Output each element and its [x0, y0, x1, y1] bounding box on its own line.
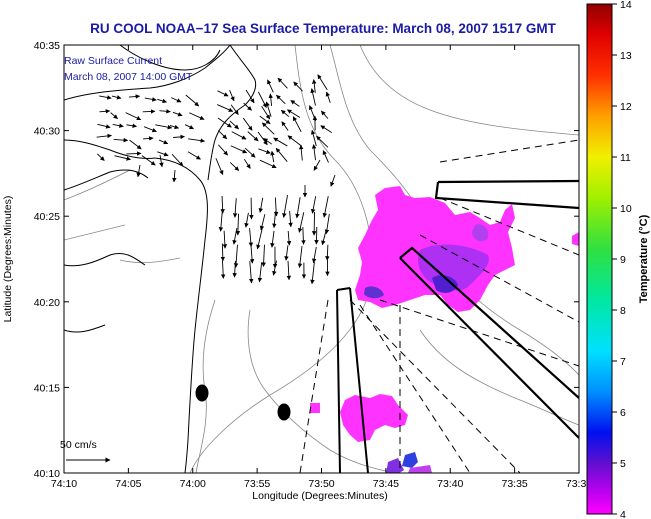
annotation-line-2: March 08, 2007 14:00 GMT — [64, 71, 193, 83]
x-tick-label: 73:30 — [566, 478, 592, 490]
sst-patches — [310, 186, 579, 473]
x-tick-label: 73:45 — [373, 478, 399, 490]
y-tick-label: 40:25 — [34, 211, 60, 223]
colorbar-tick-label: 14 — [620, 0, 632, 11]
y-tick-label: 40:15 — [34, 382, 60, 394]
radar-site-marker — [195, 384, 209, 402]
y-tick-label: 40:20 — [34, 297, 60, 309]
x-tick-label: 73:40 — [437, 478, 463, 490]
y-tick-label: 40:35 — [34, 40, 60, 52]
x-tick-label: 74:00 — [180, 478, 206, 490]
y-axis-label: Latitude (Degrees:Minutes) — [2, 196, 14, 323]
colorbar-tick-label: 9 — [620, 254, 626, 266]
colorbar-tick-label: 10 — [620, 203, 632, 215]
x-tick-label: 73:55 — [244, 478, 270, 490]
x-tick-label: 73:35 — [501, 478, 527, 490]
annotation-line-1: Raw Surface Current — [64, 55, 162, 67]
colorbar-tick-label: 12 — [620, 101, 632, 113]
colorbar: 14 13 12 11 10 9 8 7 6 5 4 Temperature (°C) — [586, 0, 650, 519]
colorbar-tick-label: 11 — [620, 152, 631, 164]
colorbar-tick-label: 13 — [620, 50, 632, 62]
y-ticks: 40:35 40:30 40:25 40:20 40:15 40:10 — [34, 40, 579, 480]
x-ticks: 74:10 74:05 74:00 73:55 73:50 73:45 73:40 73:35… — [51, 45, 592, 490]
map-title: RU COOL NOAA−17 Sea Surface Temperature:… — [90, 21, 557, 36]
plot-area — [64, 45, 579, 473]
x-tick-label: 74:10 — [51, 478, 77, 490]
y-tick-label: 40:10 — [34, 468, 60, 480]
x-tick-label: 73:50 — [308, 478, 334, 490]
scale-label: 50 cm/s — [60, 439, 97, 451]
x-axis-label: Longitude (Degrees:Minutes) — [252, 490, 387, 502]
y-tick-label: 40:30 — [34, 126, 60, 138]
x-tick-label: 74:05 — [115, 478, 141, 490]
shipping-lanes — [299, 139, 579, 473]
colorbar-tick-label: 6 — [620, 407, 626, 419]
colorbar-tick-label: 8 — [620, 305, 626, 317]
current-vectors — [96, 74, 336, 285]
coastline — [64, 45, 257, 473]
colorbar-tick-label: 4 — [620, 509, 626, 519]
colorbar-tick-label: 7 — [620, 356, 626, 368]
sst-patch-south — [340, 394, 408, 442]
colorbar-tick-label: 5 — [620, 458, 626, 470]
colorbar-label: Temperature (°C) — [638, 214, 650, 303]
radar-site-marker — [277, 403, 291, 421]
